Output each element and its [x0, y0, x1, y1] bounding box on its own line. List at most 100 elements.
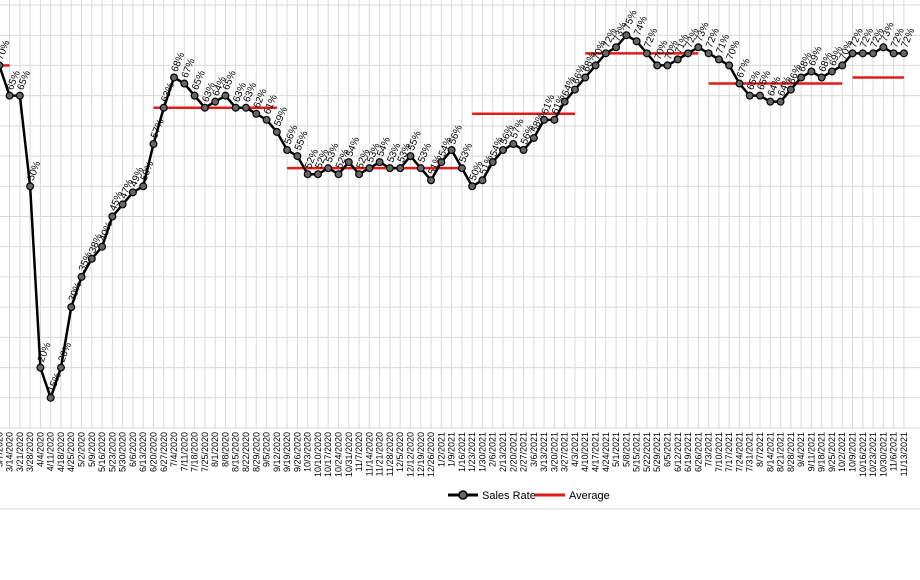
sales-rate-point: [478, 176, 487, 185]
sales-rate-point: [159, 103, 168, 112]
sales-rate-point: [396, 164, 405, 173]
x-tick-label: 2/20/2021: [508, 432, 518, 472]
legend-sales-rate-label: Sales Rate: [482, 490, 536, 502]
x-tick-label: 4/4/2020: [35, 432, 45, 467]
sales-rate-point: [540, 115, 549, 124]
x-tick-label: 2/13/2021: [498, 432, 508, 472]
sales-rate-point: [714, 55, 723, 64]
x-tick-label: 3/7/2020: [0, 432, 4, 467]
x-tick-label: 5/8/2021: [621, 432, 631, 467]
sales-rate-point: [272, 127, 281, 136]
x-tick-label: 10/10/2020: [313, 432, 323, 477]
x-tick-label: 9/12/2020: [272, 432, 282, 472]
x-tick-label: 7/11/2020: [179, 432, 189, 471]
sales-rate-point: [5, 91, 14, 100]
sales-rate-point: [15, 91, 24, 100]
sales-rate-point: [766, 97, 775, 106]
x-tick-label: 7/17/2021: [724, 432, 734, 472]
sales-rate-point: [560, 97, 569, 106]
x-tick-label: 5/1/2021: [611, 432, 621, 467]
x-tick-label: 5/16/2020: [97, 432, 107, 472]
x-tick-label: 6/20/2020: [148, 432, 158, 472]
x-tick-label: 2/27/2021: [519, 432, 529, 472]
x-tick-label: 3/6/2021: [529, 432, 539, 467]
sales-rate-point: [663, 61, 672, 70]
sales-rate-point: [87, 254, 96, 263]
x-tick-label: 1/23/2021: [467, 432, 477, 472]
sales-rate-point: [170, 73, 179, 82]
sales-rate-point: [632, 37, 641, 46]
sales-rate-point: [889, 49, 898, 58]
sales-rate-point: [858, 49, 867, 58]
sales-rate-point: [704, 49, 713, 58]
x-tick-label: 11/13/2021: [899, 432, 909, 476]
sales-rate-point: [797, 73, 806, 82]
sales-rate-point: [529, 133, 538, 142]
x-tick-label: 6/13/2020: [138, 432, 148, 472]
x-tick-label: 4/10/2021: [580, 432, 590, 472]
x-tick-label: 5/29/2021: [652, 432, 662, 472]
sales-rate-point: [899, 49, 908, 58]
sales-rate-point: [447, 146, 456, 155]
x-tick-label: 8/15/2020: [231, 432, 241, 472]
sales-rate-point: [149, 139, 158, 148]
sales-rate-point: [293, 152, 302, 161]
sales-rate-point: [427, 176, 436, 185]
sales-rate-point: [807, 67, 816, 76]
sales-rate-point: [334, 170, 343, 179]
x-tick-label: 8/14/2021: [765, 432, 775, 472]
average-lines: [0, 52, 904, 170]
x-tick-label: 4/17/2021: [591, 432, 601, 472]
sales-rate-point: [128, 188, 137, 197]
x-tick-label: 3/14/2020: [5, 432, 15, 472]
sales-rate-point: [879, 43, 888, 52]
sales-rate-point: [838, 61, 847, 70]
x-tick-label: 12/26/2020: [426, 432, 436, 477]
sales-rate-point: [673, 55, 682, 64]
sales-rate-point: [180, 79, 189, 88]
x-tick-label: 12/19/2020: [416, 432, 426, 477]
x-tick-label: 9/26/2020: [292, 432, 302, 472]
legend: Sales Rate Average: [448, 490, 610, 502]
x-tick-label: 10/16/2021: [858, 432, 868, 477]
x-tick-label: 11/21/2020: [375, 432, 385, 476]
sales-rate-point: [0, 61, 4, 70]
x-tick-label: 12/12/2020: [405, 432, 415, 477]
x-tick-label: 7/31/2021: [745, 432, 755, 472]
sales-rate-point: [488, 158, 497, 167]
sales-rate-point: [612, 43, 621, 52]
sales-rate-point: [139, 182, 148, 191]
x-tick-label: 6/12/2021: [673, 432, 683, 472]
sales-rate-point: [570, 85, 579, 94]
sales-rate-point: [344, 158, 353, 167]
sales-rate-point: [221, 91, 230, 100]
sales-rate-point: [735, 79, 744, 88]
x-tick-label: 5/9/2020: [87, 432, 97, 467]
x-tick-label: 5/22/2021: [642, 432, 652, 472]
sales-rate-point: [416, 164, 425, 173]
x-tick-label: 9/5/2020: [262, 432, 272, 467]
x-tick-label: 5/30/2020: [118, 432, 128, 472]
sales-rate-point: [642, 49, 651, 58]
sales-rate-point: [622, 31, 631, 40]
sales-rate-point: [385, 164, 394, 173]
x-axis-tick-labels: 2/29/20203/7/20203/14/20203/21/20203/28/…: [0, 432, 909, 477]
x-tick-label: 8/8/2020: [220, 432, 230, 467]
sales-rate-point: [26, 182, 35, 191]
x-tick-label: 10/23/2021: [868, 432, 878, 477]
sales-rate-point: [324, 164, 333, 173]
x-tick-label: 3/21/2020: [15, 432, 25, 472]
x-tick-label: 3/27/2021: [560, 432, 570, 472]
x-tick-label: 7/4/2020: [169, 432, 179, 467]
sales-rate-point: [776, 97, 785, 106]
sales-rate-point: [303, 170, 312, 179]
x-tick-label: 11/28/2020: [385, 432, 395, 476]
x-tick-label: 7/24/2021: [734, 432, 744, 472]
x-tick-label: 7/10/2021: [714, 432, 724, 472]
sales-rate-point: [684, 49, 693, 58]
x-tick-label: 10/31/2020: [344, 432, 354, 477]
x-tick-label: 9/18/2021: [817, 432, 827, 472]
sales-rate-point: [283, 146, 292, 155]
sales-rate-point: [190, 91, 199, 100]
